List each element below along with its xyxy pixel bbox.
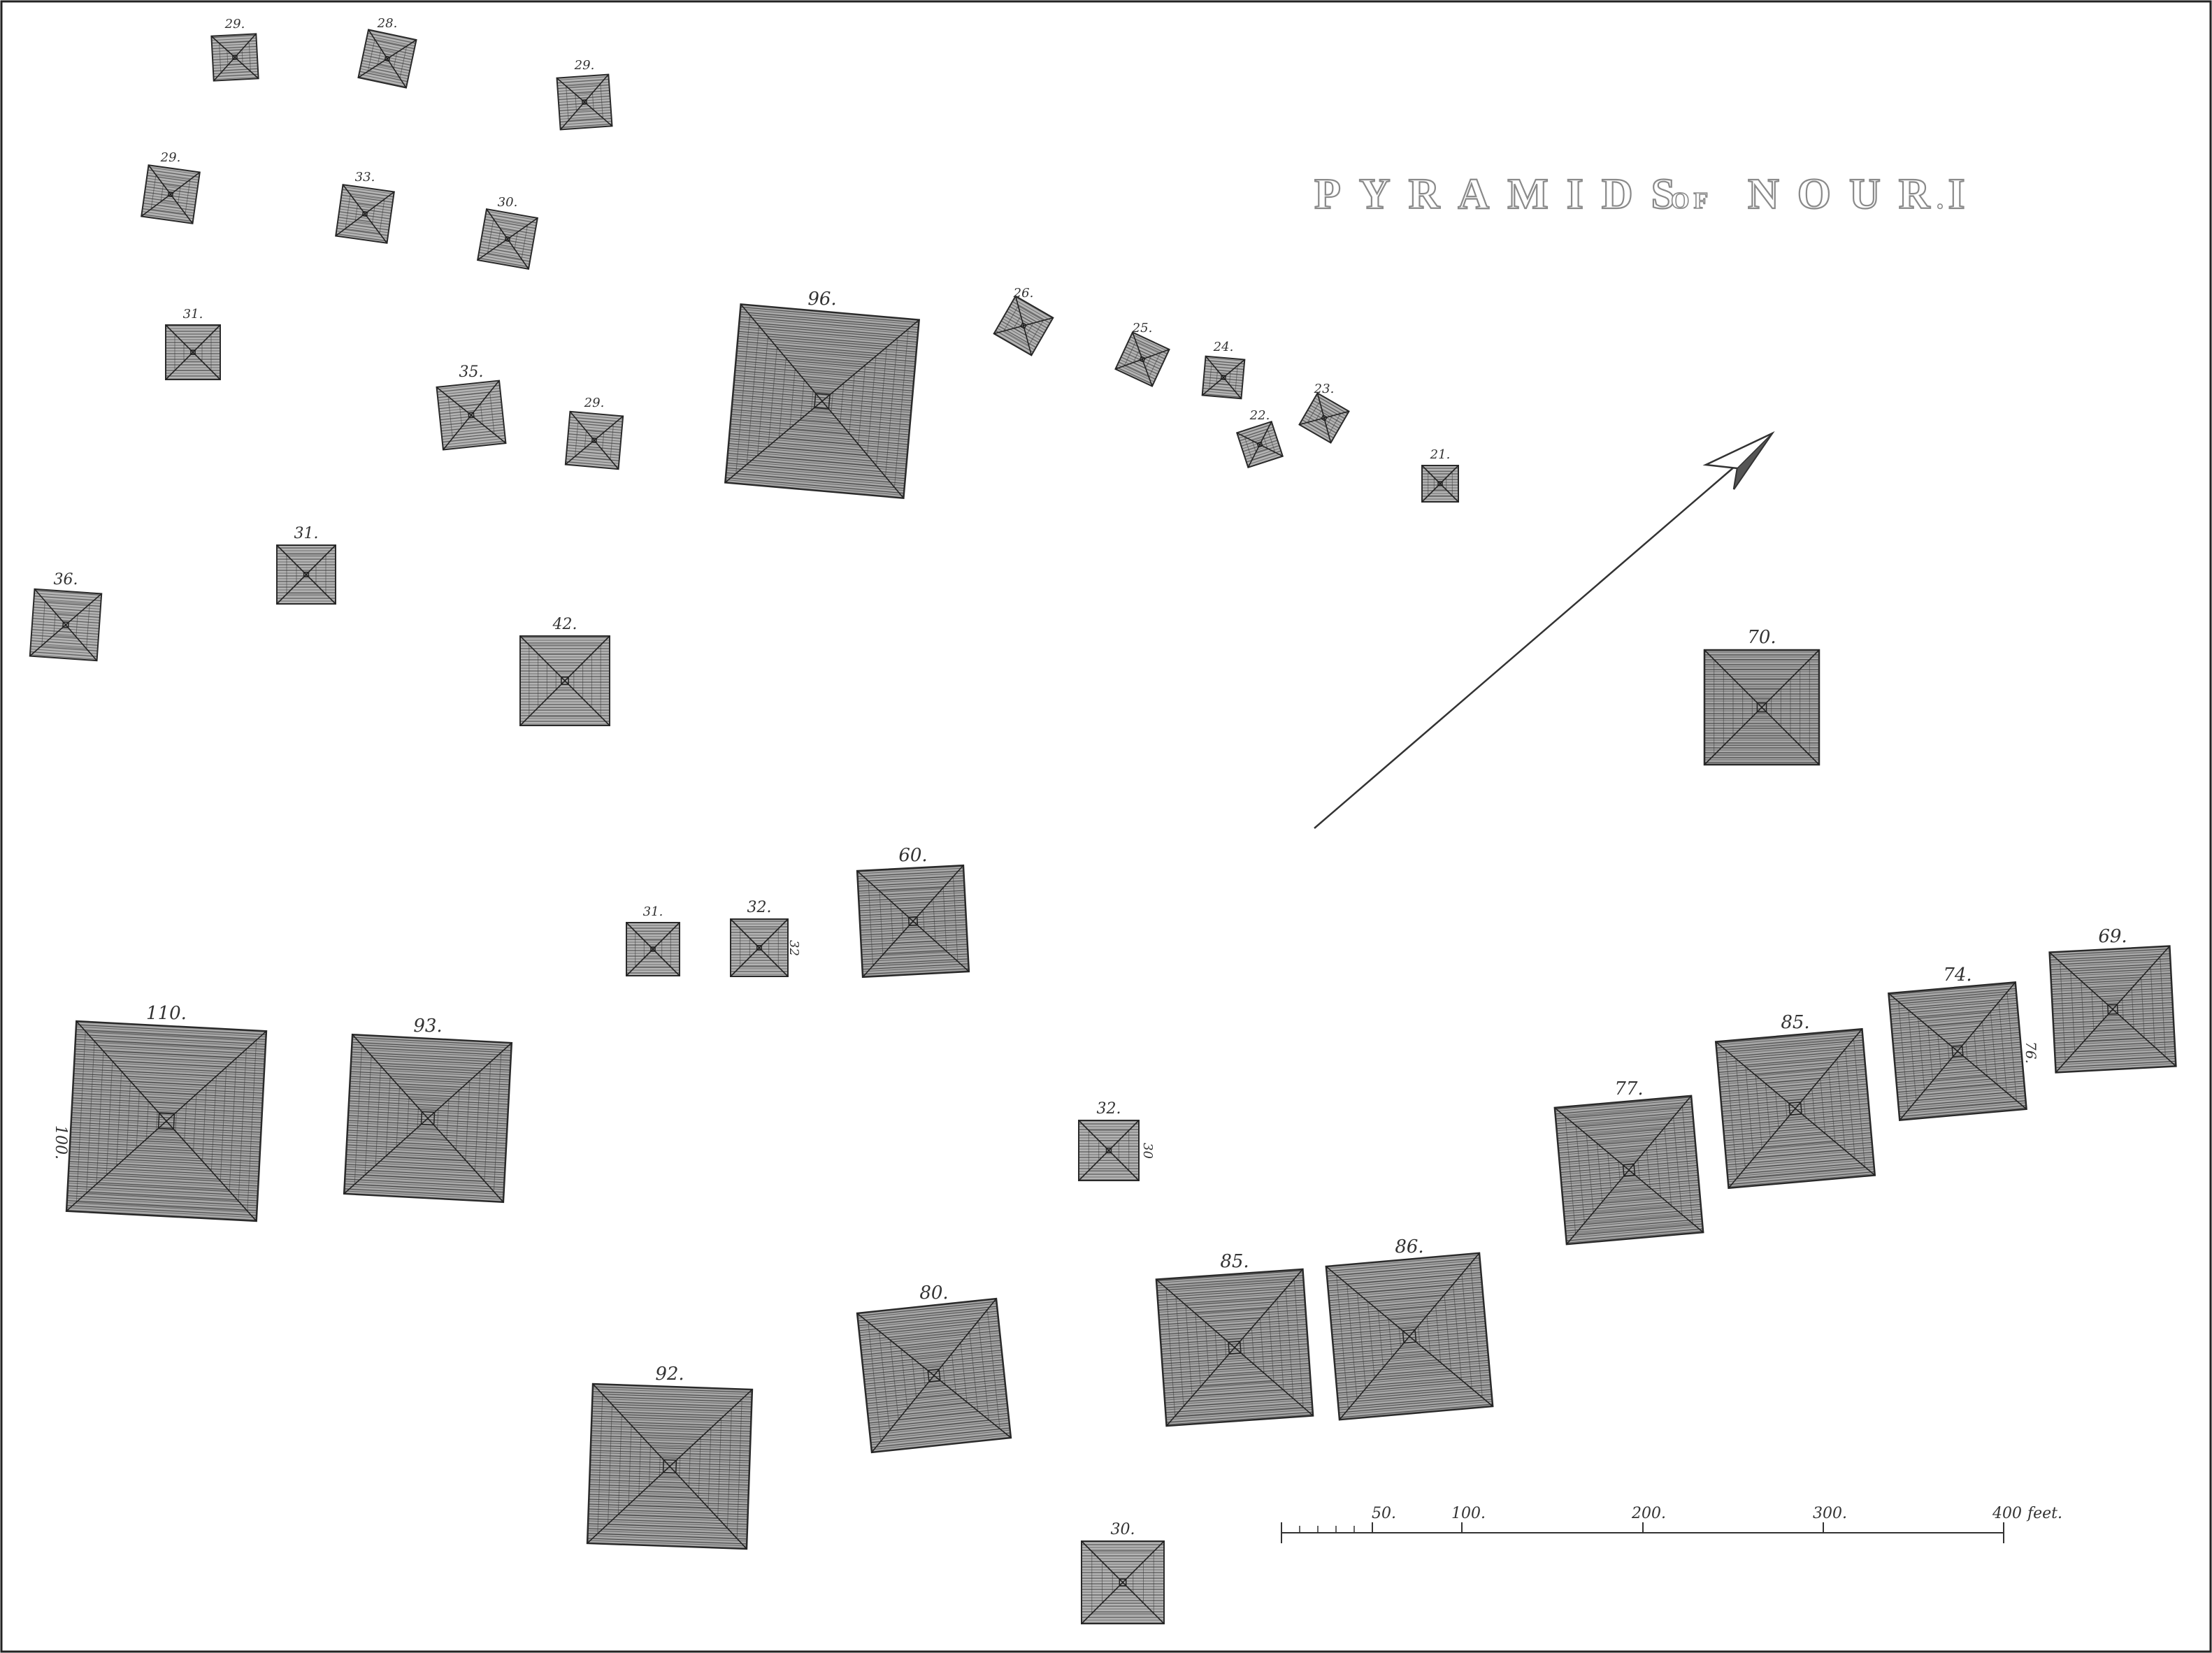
side-label-74: 76. [2023, 1041, 2039, 1064]
title-word-pyramids: PYRAMIDS [1314, 171, 1693, 218]
pyramid-70 [1703, 649, 1820, 766]
pyramid-80 [856, 1297, 1012, 1454]
pyramid-label: 25. [1132, 321, 1153, 335]
scale-label-400: 400 [1992, 1505, 2022, 1522]
scale-label-300: 300. [1813, 1505, 1847, 1522]
pyramid-label: 36. [54, 571, 78, 589]
pyramid-label: 32. [747, 899, 772, 916]
title-word-of: OF [1671, 188, 1712, 214]
pyramid-35 [436, 380, 507, 451]
pyramid-31c [626, 922, 680, 976]
north-arrow-icon [1314, 431, 1775, 829]
pyramid-label: 31. [294, 525, 319, 542]
pyramid-label: 31. [183, 307, 203, 322]
pyramid-31a [165, 324, 221, 380]
pyramid-93 [343, 1033, 513, 1204]
pyramid-label: 35. [459, 363, 484, 381]
scale-unit-label: feet. [2026, 1505, 2062, 1522]
pyramid-33 [335, 184, 395, 244]
pyramid-96 [724, 303, 921, 500]
pyramid-label: 30. [1111, 1521, 1135, 1538]
pyramid-label: 22. [1249, 408, 1270, 423]
pyramid-label: 28. [377, 16, 398, 31]
pyramid-24 [1201, 355, 1246, 400]
pyramid-label: 77. [1614, 1078, 1643, 1099]
side-label-32a: 32 [787, 940, 801, 956]
side-label-110: 100. [52, 1125, 69, 1160]
pyramid-32a [730, 918, 789, 977]
pyramid-86 [1325, 1252, 1494, 1421]
pyramid-29c [141, 164, 201, 224]
scale-bar: 50. 100. 200. 300. 400 feet. [1281, 1505, 2062, 1543]
scale-label-200: 200. [1631, 1505, 1666, 1522]
pyramid-23 [1298, 392, 1350, 444]
pyramid-29b [556, 73, 613, 131]
pyramid-field: 29. 28. 29. 29. 33. 30. 31. 35. 29. 96. 26. 25. 24. 2… [29, 16, 2177, 1624]
pyramid-label: 69. [2098, 926, 2127, 947]
pyramid-label: 80. [919, 1283, 948, 1304]
pyramid-30b [1081, 1540, 1165, 1624]
pyramid-label: 31. [643, 904, 663, 919]
pyramid-60 [856, 864, 970, 979]
pyramid-92 [586, 1383, 754, 1550]
pyramid-label: 29. [160, 150, 181, 165]
pyramid-label: 29. [224, 17, 245, 31]
pyramid-label: 85. [1220, 1251, 1249, 1272]
scale-label-100: 100. [1451, 1505, 1486, 1522]
pyramid-label: 26. [1013, 286, 1034, 301]
scale-label-50: 50. [1372, 1505, 1396, 1522]
title-dot: . [1937, 183, 1948, 215]
pyramid-label: 32. [1097, 1100, 1121, 1118]
pyramid-85b [1155, 1268, 1314, 1427]
pyramid-25 [1114, 331, 1170, 387]
pyramid-label: 96. [807, 289, 836, 310]
pyramid-85a [1714, 1027, 1876, 1190]
pyramid-42 [519, 635, 610, 726]
pyramid-label: 23. [1314, 382, 1335, 396]
pyramid-label: 33. [355, 170, 375, 185]
pyramid-69 [2048, 945, 2177, 1074]
pyramid-31b [276, 544, 336, 605]
pyramid-26 [993, 295, 1054, 356]
pyramid-label: 74. [1943, 965, 1972, 986]
pyramid-label: 24. [1213, 340, 1234, 354]
pyramid-22 [1235, 420, 1284, 469]
pyramid-label: 29. [574, 58, 595, 73]
pyramid-label: 70. [1747, 627, 1776, 648]
pyramid-label: 29. [584, 396, 605, 410]
pyramid-110 [65, 1020, 268, 1222]
pyramid-label: 86. [1395, 1236, 1423, 1257]
pyramid-21 [1421, 465, 1459, 503]
pyramid-36 [29, 588, 103, 662]
pyramid-label: 110. [146, 1003, 187, 1024]
pyramid-28 [357, 29, 417, 89]
pyramid-label: 21. [1430, 447, 1451, 462]
pyramid-32b [1078, 1120, 1140, 1181]
map-title: PYRAMIDS OF NOURI . [1314, 170, 1983, 219]
pyramid-label: 93. [413, 1016, 442, 1037]
pyramid-74 [1888, 981, 2027, 1121]
title-word-nouri: NOURI [1748, 171, 1983, 218]
pyramid-label: 85. [1781, 1012, 1809, 1033]
pyramid-label: 92. [655, 1364, 684, 1385]
pyramid-77 [1553, 1095, 1704, 1246]
pyramid-29d [564, 410, 624, 470]
pyramid-label: 60. [898, 845, 927, 866]
pyramid-29a [210, 33, 259, 82]
side-label-32b: 30 [1140, 1143, 1155, 1159]
pyramid-label: 30. [498, 195, 518, 210]
pyramid-30 [476, 208, 539, 270]
pyramid-label: 42. [552, 616, 577, 633]
